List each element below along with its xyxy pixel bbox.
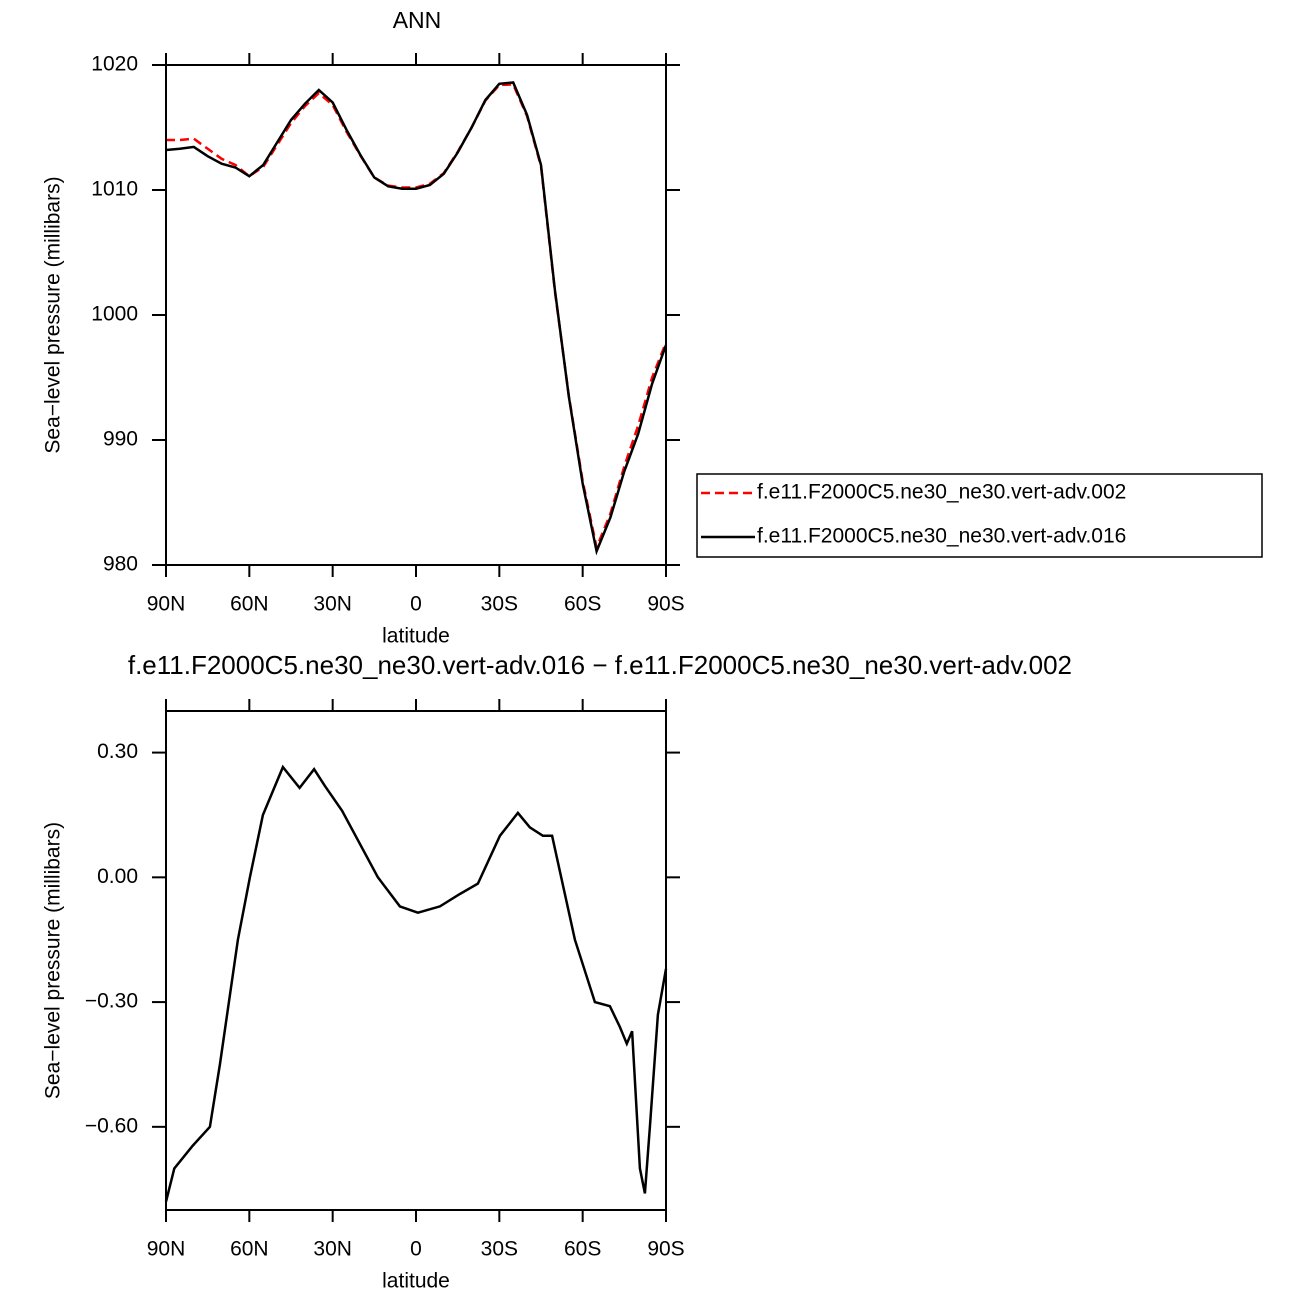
x-tick-label: 90N [147,593,186,616]
x-tick-label: 30N [313,593,352,616]
legend-label: f.e11.F2000C5.ne30_ne30.vert-adv.016 [757,525,1126,548]
x-tick-label: 60S [564,593,601,616]
y-axis-label: Sea−level pressure (millibars) [42,822,65,1099]
y-tick-label: 0.00 [97,865,138,888]
x-axis-label: latitude [382,1270,450,1293]
chart-title: ANN [393,7,442,33]
y-axis-label: Sea−level pressure (millibars) [42,176,65,453]
legend-box [696,473,1263,558]
x-tick-label: 30S [481,1238,518,1261]
data-line [166,83,668,552]
x-tick-label: 0 [410,593,422,616]
x-tick-label: 60N [230,593,269,616]
data-line [165,81,668,556]
y-tick-label: 1000 [91,303,138,326]
y-tick-label: 980 [103,553,138,576]
data-line [164,764,668,1203]
plot-frame [165,64,667,566]
y-tick-label: 1020 [91,53,138,76]
legend-label: f.e11.F2000C5.ne30_ne30.vert-adv.002 [757,481,1126,504]
y-tick-label: −0.60 [85,1114,138,1137]
chart-title: f.e11.F2000C5.ne30_ne30.vert-adv.016 − f… [128,650,1072,680]
y-tick-label: −0.30 [85,990,138,1013]
y-tick-label: 990 [103,428,138,451]
x-tick-label: 30S [481,593,518,616]
x-tick-label: 90N [147,1238,186,1261]
y-tick-label: 0.30 [97,740,138,763]
x-axis-label: latitude [382,625,450,648]
plot-frame [165,710,667,1211]
x-tick-label: 60N [230,1238,269,1261]
x-tick-label: 90S [647,593,684,616]
x-tick-label: 0 [410,1238,422,1261]
x-tick-label: 30N [313,1238,352,1261]
y-tick-label: 1010 [91,178,138,201]
x-tick-label: 60S [564,1238,601,1261]
x-tick-label: 90S [647,1238,684,1261]
